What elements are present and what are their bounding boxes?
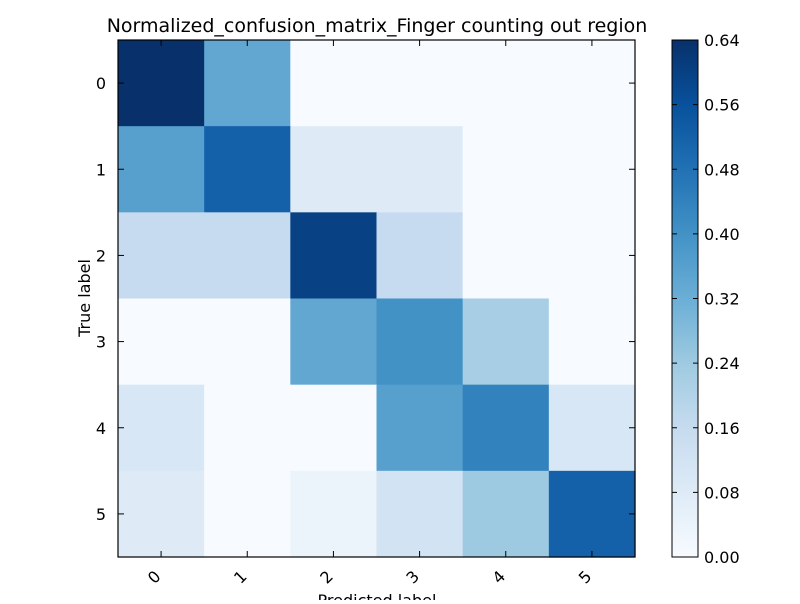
heatmap-cell [290, 212, 378, 300]
heatmap-cell [462, 212, 550, 300]
heatmap-cell [376, 126, 464, 213]
heatmap-cell [290, 470, 378, 558]
x-tick-label: 2 [316, 567, 337, 588]
x-tick-label: 4 [489, 567, 510, 588]
colorbar-tick-label: 0.56 [704, 96, 740, 115]
heatmap-cell [290, 40, 378, 127]
heatmap-cell [204, 470, 291, 558]
colorbar-ticks: 0.00 0.08 0.16 0.24 0.32 0.40 0.48 0.56 0.64 [672, 31, 740, 567]
y-axis-label: True label [75, 259, 94, 338]
heatmap-cell [376, 384, 464, 472]
colorbar-tick-label: 0.00 [704, 548, 740, 567]
heatmap-cell [118, 470, 205, 558]
x-tick-label: 1 [230, 567, 251, 588]
heatmap-cell [204, 212, 291, 300]
heatmap-cell [462, 298, 550, 386]
x-axis-label: Predicted label [318, 591, 437, 600]
heatmap-cell [376, 470, 464, 558]
heatmap-cells [118, 40, 636, 558]
heatmap-cell [118, 126, 205, 213]
heatmap-cell [290, 126, 378, 213]
y-tick-label: 5 [96, 505, 106, 524]
colorbar-tick-label: 0.16 [704, 419, 740, 438]
x-tick-label: 3 [402, 567, 423, 588]
heatmap-cell [548, 298, 636, 386]
colorbar-tick-label: 0.32 [704, 290, 740, 309]
y-tick-label: 3 [96, 333, 106, 352]
heatmap-cell [204, 40, 291, 127]
heatmap-cell [462, 126, 550, 213]
heatmap-cell [548, 126, 636, 213]
heatmap-cell [118, 298, 205, 386]
y-tick-label: 2 [96, 246, 106, 265]
colorbar-tick-label: 0.48 [704, 160, 740, 179]
colorbar-tick-label: 0.08 [704, 483, 740, 502]
heatmap-cell [204, 298, 291, 386]
heatmap-cell [376, 40, 464, 127]
heatmap-cell [290, 384, 378, 472]
x-tick-label: 0 [144, 567, 165, 588]
heatmap-cell [548, 40, 636, 127]
heatmap-cell [548, 470, 636, 558]
y-axis-ticks: 0 1 2 3 4 5 [96, 74, 635, 524]
plot-frame [117, 39, 636, 558]
y-tick-label: 0 [96, 74, 106, 93]
heatmap-cell [204, 384, 291, 472]
heatmap-cell [118, 384, 205, 472]
colorbar-tick-label: 0.24 [704, 354, 740, 373]
heatmap-cell [462, 40, 550, 127]
heatmap-cell [548, 212, 636, 300]
colorbar-tick-label: 0.40 [704, 225, 740, 244]
heatmap-cell [118, 212, 205, 300]
chart-title: Normalized_confusion_matrix_Finger count… [107, 15, 648, 37]
x-tick-label: 5 [575, 567, 596, 588]
heatmap-cell [290, 298, 378, 386]
heatmap-cell [376, 212, 464, 300]
heatmap-cell [462, 470, 550, 558]
y-tick-label: 4 [96, 419, 106, 438]
colorbar-tick-label: 0.64 [704, 31, 740, 50]
heatmap-cell [118, 40, 205, 127]
heatmap-cell [376, 298, 464, 386]
heatmap-cell [462, 384, 550, 472]
heatmap-cell [204, 126, 291, 213]
y-tick-label: 1 [96, 160, 106, 179]
heatmap-cell [548, 384, 636, 472]
